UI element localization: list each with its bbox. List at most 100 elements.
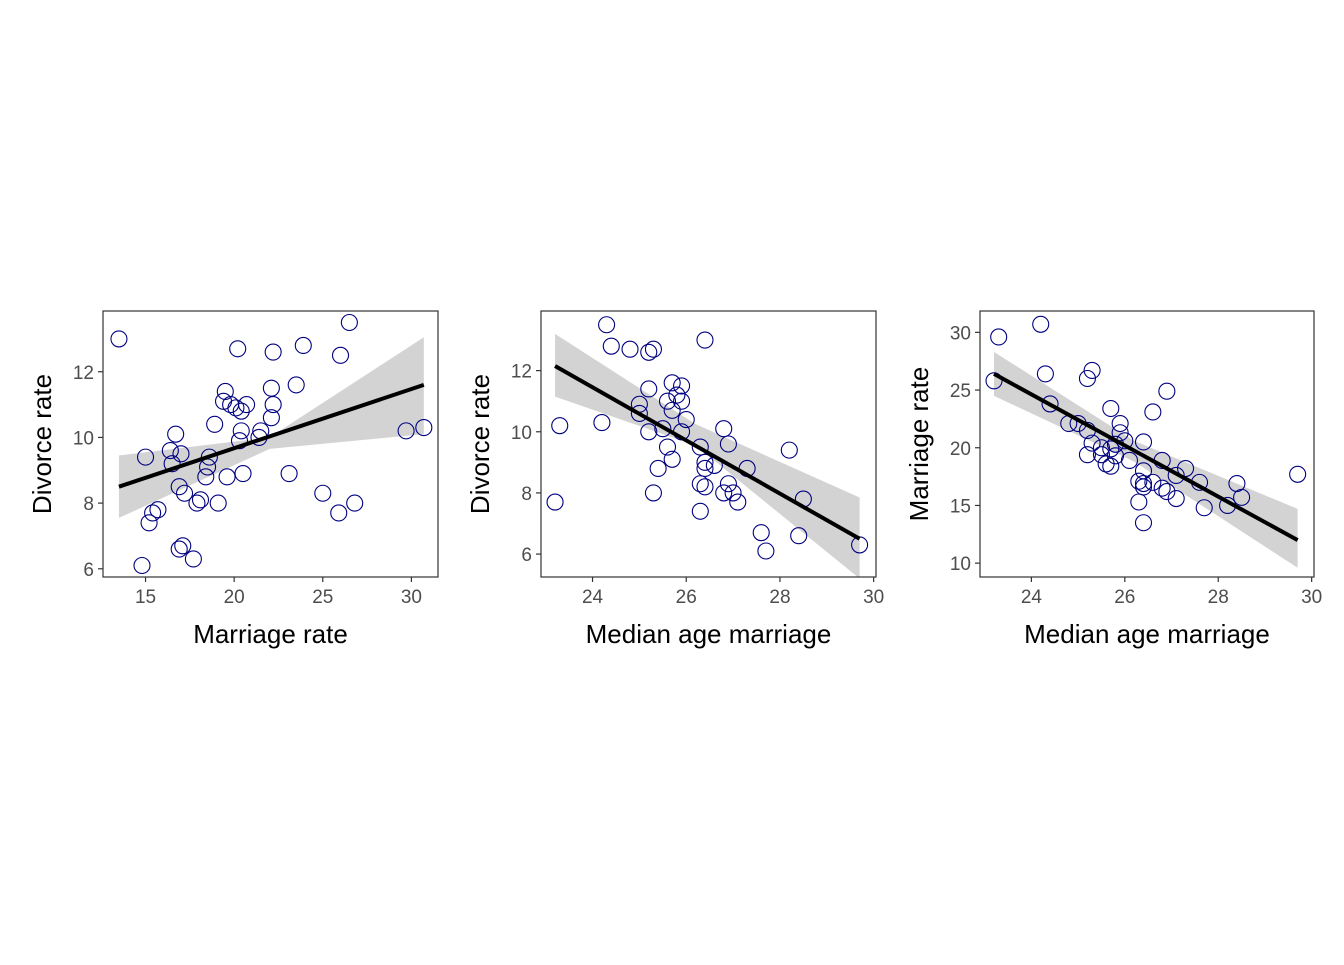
x-tick-label: 25 [312,587,333,608]
data-point [990,328,1008,346]
data-point [175,484,194,502]
x-axis-title: Marriage rate [193,619,348,649]
y-tick-label: 10 [950,554,971,575]
trend-line [118,382,425,489]
data-point [673,377,691,395]
data-point [621,340,639,358]
confidence-band [555,333,860,577]
data-point [640,380,658,398]
data-point [209,494,227,512]
data-point [640,423,658,441]
y-tick-label: 10 [73,428,94,449]
data-point [1195,499,1213,517]
data-point [330,504,348,522]
data-point [232,402,250,420]
y-axis-title: Divorce rate [27,374,57,514]
chart-panel-1: 15 20 25 30 6 8 10 12 Marriage rate Divorce rate [27,310,439,649]
y-tick-label: 8 [83,494,94,515]
data-point [216,382,234,401]
data-point [262,379,280,397]
data-point [197,468,215,486]
data-point [1092,439,1111,457]
data-point [715,420,733,438]
data-point [1144,473,1162,491]
data-point [677,410,695,429]
data-point [1036,365,1054,383]
x-tick-label: 26 [1114,587,1135,608]
data-point [136,448,155,466]
data-point [790,527,808,545]
x-tick-label: 24 [582,587,604,608]
data-point [602,337,620,355]
data-point [1083,361,1101,379]
data-point [167,425,185,443]
data-point [691,502,709,520]
data-point [663,450,681,468]
confidence-band [118,337,424,518]
data-point [140,514,158,532]
data-point [663,374,681,392]
data-point [1134,478,1153,496]
data-point [780,441,798,459]
plot-frame [102,310,439,578]
data-point [1120,451,1139,469]
data-point [234,465,252,483]
data-point [1130,472,1148,490]
data-point [658,392,677,410]
data-point [715,484,733,502]
data-point [1167,489,1185,508]
data-point [1097,455,1115,473]
x-tick-label: 30 [401,587,422,608]
data-point [696,453,714,471]
data-point [752,524,770,542]
plot-frame [540,310,877,578]
data-point [161,442,179,460]
data-point [1153,479,1171,497]
data-point [644,484,662,502]
y-tick-label: 12 [73,363,94,384]
data-point [1144,403,1162,421]
data-point [649,459,667,478]
confidence-band [994,351,1298,568]
data-point [1233,488,1251,506]
chart-panel-2: 24 26 28 30 6 8 10 12 Median age marriage Divorce… [465,310,884,649]
data-point [184,550,202,568]
data-point [144,504,162,522]
y-tick-label: 12 [511,362,532,383]
data-point [1134,474,1153,493]
data-point [415,419,433,437]
data-point [696,331,714,349]
data-point [174,537,192,555]
y-axis-title: Marriage rate [904,367,934,522]
x-tick-label: 15 [135,587,156,608]
data-point [1130,493,1148,511]
data-point [1158,483,1176,501]
data-point [1083,434,1101,452]
data-point [719,435,737,453]
x-tick-label: 30 [863,587,884,608]
data-point [593,414,611,432]
data-point [691,438,709,456]
data-point [1158,382,1176,400]
data-point [287,376,305,394]
data-point [110,330,128,348]
x-axis-title: Median age marriage [586,619,832,649]
data-point [206,415,224,433]
data-point [696,459,714,478]
data-point [227,399,245,417]
y-tick-label: 15 [950,496,971,517]
y-tick-label: 25 [950,381,971,402]
data-point [1102,457,1120,475]
data-point [546,493,564,511]
data-point [294,336,312,355]
data-point [170,478,188,496]
chart-panel-3: 24 26 28 30 10 15 20 25 30 Median age marriage Mar… [904,310,1322,649]
data-point [668,386,686,404]
data-point [188,494,206,512]
data-point [170,540,188,558]
y-tick-label: 6 [521,545,532,566]
y-tick-label: 20 [950,439,971,460]
data-point [1134,514,1153,532]
data-point [654,420,672,438]
